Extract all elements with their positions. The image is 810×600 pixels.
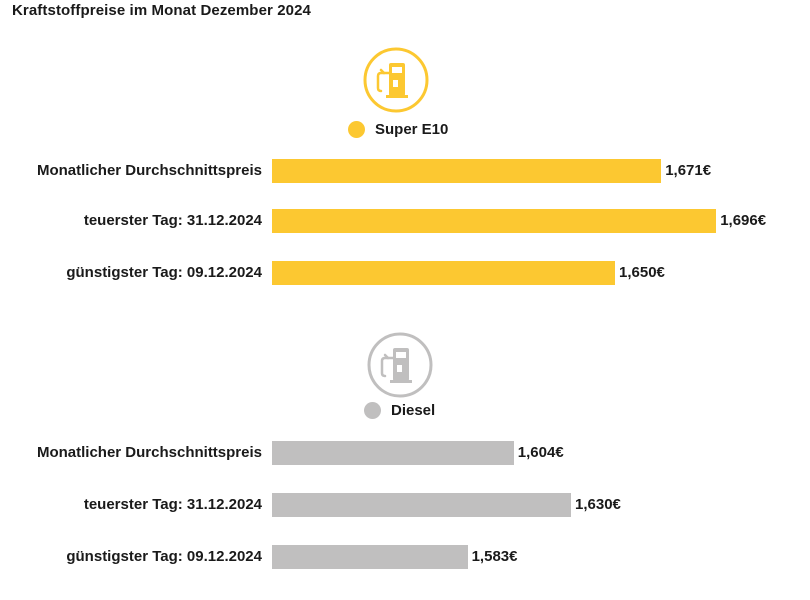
value-label: 1,604€ [517,444,564,461]
value-label: 1,650€ [619,264,665,281]
category-label: Monatlicher Durchschnittspreis [36,162,262,179]
value-label: 1,630€ [575,496,621,513]
category-label: günstigster Tag: 09.12.2024 [66,264,262,281]
category-label: günstigster Tag: 09.12.2024 [66,548,262,565]
value-label: 1,583€ [471,548,518,565]
bar [272,209,717,233]
legend-diesel: Diesel [364,402,435,419]
bar [272,493,571,517]
category-label: teuerster Tag: 31.12.2024 [83,212,262,229]
legend-dot-super [348,121,365,138]
bar [272,159,662,183]
category-label: teuerster Tag: 31.12.2024 [83,496,262,513]
bar [272,545,468,569]
legend-dot-diesel [364,402,381,419]
legend-super-e10: Super E10 [348,121,448,138]
value-label: 1,696€ [720,212,767,229]
legend-label-diesel: Diesel [391,402,436,419]
bar [272,441,514,465]
fuel-pump-icon [363,47,429,113]
fuel-pump-icon [367,332,433,398]
chart-title: Kraftstoffpreise im Monat Dezember 2024 [12,2,311,19]
value-label: 1,671€ [665,162,712,179]
bar [272,261,615,285]
category-label: Monatlicher Durchschnittspreis [36,444,262,461]
legend-label-super: Super E10 [375,121,449,138]
